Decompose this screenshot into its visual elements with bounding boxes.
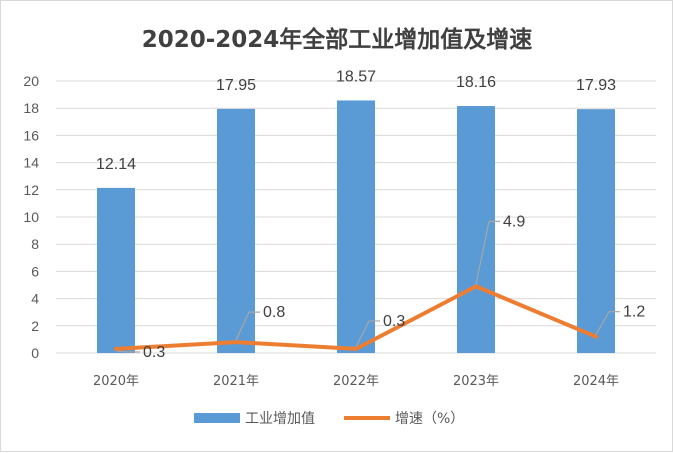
x-axis-ticks: 2020年 2021年 2022年 2023年 2024年	[93, 374, 619, 389]
y-tick-label: 10	[23, 209, 39, 225]
y-tick-label: 16	[23, 127, 39, 143]
x-tick-label: 2023年	[453, 374, 499, 389]
bar-data-label: 18.57	[336, 68, 376, 85]
leader-line	[595, 311, 620, 335]
bar-data-label: 17.95	[216, 77, 256, 94]
line-data-label: 0.3	[143, 344, 165, 361]
y-tick-label: 8	[31, 236, 39, 252]
line-data-label: 0.3	[383, 313, 405, 330]
line-path	[114, 284, 598, 351]
y-tick-label: 4	[31, 291, 39, 307]
bar	[457, 106, 495, 353]
bar-data-label: 17.93	[576, 77, 616, 94]
bar-series: 12.14 17.95 18.57 18.16 17.93	[96, 68, 616, 353]
x-tick-label: 2020年	[93, 374, 139, 389]
bar-data-label: 18.16	[456, 74, 496, 91]
y-tick-label: 0	[31, 345, 39, 361]
legend-bar-swatch	[194, 413, 240, 423]
y-tick-label: 6	[31, 263, 39, 279]
x-tick-label: 2024年	[573, 374, 619, 389]
chart-title: 2020-2024年全部工业增加值及增速	[142, 26, 533, 53]
legend: 工业增加值 增速（%）	[194, 411, 464, 427]
bar	[337, 100, 375, 353]
y-tick-label: 2	[31, 318, 39, 334]
leader-line	[115, 350, 140, 353]
y-axis-ticks: 0 2 4 6 8 10 12 14 16 18 20	[23, 73, 39, 361]
x-tick-label: 2021年	[213, 374, 259, 389]
line-data-label: 0.8	[263, 304, 285, 321]
y-tick-label: 14	[23, 155, 39, 171]
leader-line	[235, 311, 260, 341]
bar	[217, 108, 255, 353]
line-data-label: 1.2	[623, 304, 645, 321]
leader-line	[355, 320, 380, 348]
y-tick-label: 20	[23, 73, 39, 89]
bar	[577, 109, 615, 353]
y-tick-label: 12	[23, 182, 39, 198]
legend-bar-label: 工业增加值	[245, 411, 315, 427]
leader-line	[475, 220, 500, 285]
line-series: 0.3 0.8 0.3 4.9 1.2	[114, 213, 645, 361]
legend-line-label: 增速（%）	[395, 411, 464, 427]
x-tick-label: 2022年	[333, 374, 379, 389]
y-tick-label: 18	[23, 100, 39, 116]
bar	[97, 187, 135, 353]
line-data-label: 4.9	[503, 213, 525, 230]
bar-data-label: 12.14	[96, 156, 136, 173]
